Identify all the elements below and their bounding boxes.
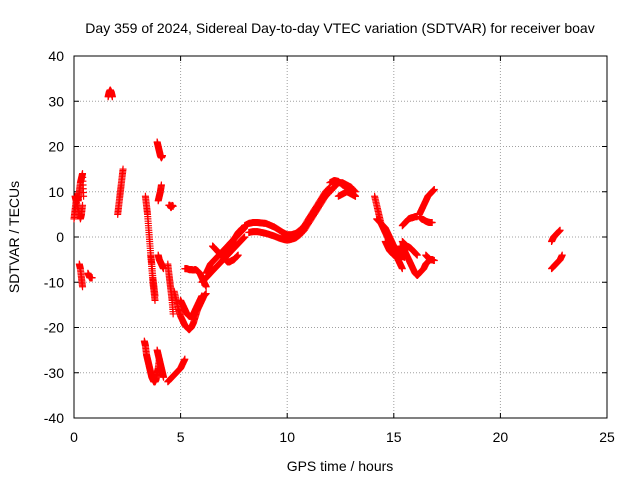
x-tick-label: 0 (70, 429, 78, 445)
data-point (108, 93, 116, 101)
data-point (241, 233, 249, 241)
x-tick-label: 25 (599, 429, 615, 445)
y-axis-label: SDTVAR / TECUs (6, 181, 22, 293)
data-point (396, 256, 404, 264)
x-tick-label: 15 (386, 429, 402, 445)
y-tick-label: 40 (48, 48, 64, 64)
data-point (79, 201, 87, 209)
data-point (430, 185, 438, 193)
x-axis-label: GPS time / hours (287, 458, 394, 474)
data-point (351, 192, 359, 200)
y-tick-label: -10 (44, 274, 64, 290)
y-tick-label: -30 (44, 365, 64, 381)
data-point (202, 283, 210, 291)
grid (74, 56, 607, 418)
data-point (556, 226, 564, 234)
y-tick-label: -40 (44, 410, 64, 426)
data-point (160, 373, 168, 381)
data-point (398, 265, 406, 273)
data-point (169, 202, 177, 210)
data-points (70, 86, 566, 386)
y-tick-label: 20 (48, 139, 64, 155)
data-point (234, 251, 242, 259)
data-point (202, 290, 210, 298)
data-point (157, 181, 165, 189)
y-tick-label: -20 (44, 320, 64, 336)
data-point (430, 257, 438, 265)
chart-title: Day 359 of 2024, Sidereal Day-to-day VTE… (85, 20, 594, 36)
data-point (80, 192, 88, 200)
data-point (158, 152, 166, 160)
data-point (151, 292, 159, 300)
data-point (198, 292, 206, 300)
x-tick-label: 10 (279, 429, 295, 445)
y-tick-label: 30 (48, 93, 64, 109)
x-tick-label: 20 (493, 429, 509, 445)
data-point (119, 165, 127, 173)
data-point (169, 310, 177, 318)
x-tick-label: 5 (177, 429, 185, 445)
plot-border (73, 55, 608, 419)
axis-ticks: 0 5 10 15 20 25 -40 -30 -20 -10 0 10 20 30 40 (44, 48, 615, 445)
data-point (558, 251, 566, 259)
y-tick-label: 10 (48, 184, 64, 200)
data-point (79, 283, 87, 291)
data-point (181, 355, 189, 363)
y-tick-label: 0 (56, 229, 64, 245)
data-point (428, 219, 436, 227)
data-point (413, 251, 421, 259)
data-point (88, 274, 96, 282)
